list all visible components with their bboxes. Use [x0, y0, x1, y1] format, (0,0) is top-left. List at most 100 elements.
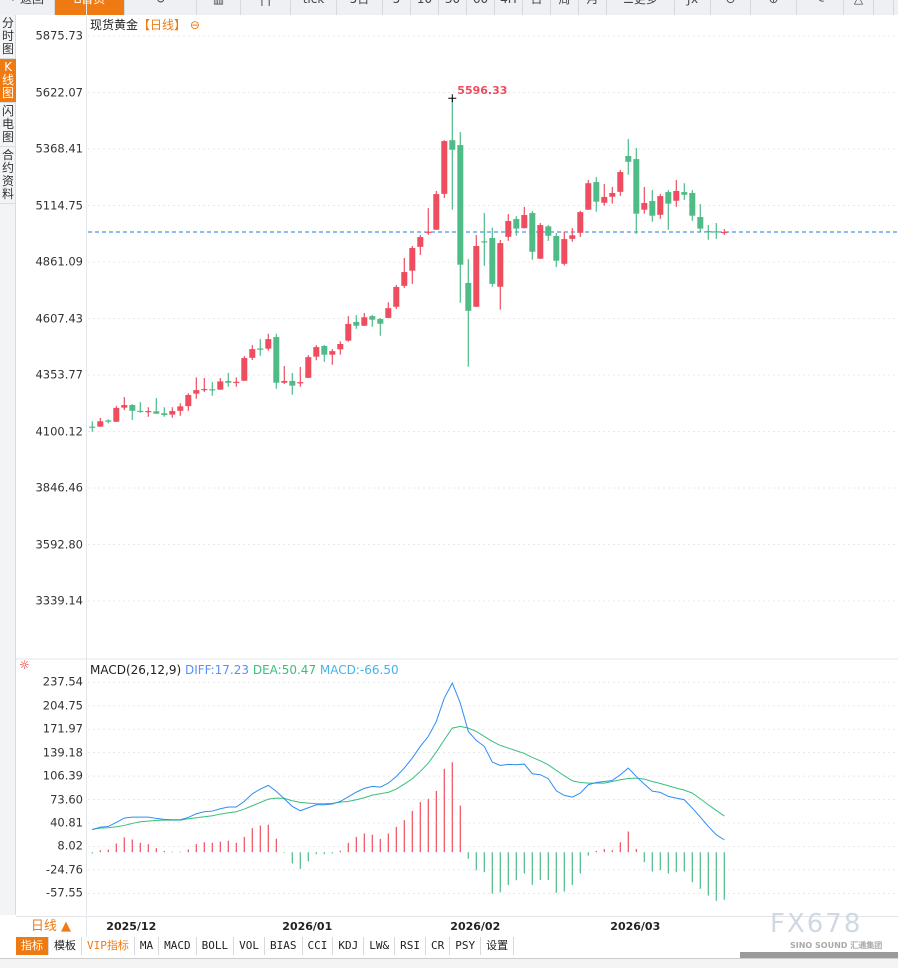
- candle-body: [473, 245, 480, 307]
- date-axis: 日线 ▲ 2025/12 2026/01 2026/02 2026/03: [16, 916, 898, 937]
- toolbar-button-label: 5日: [350, 0, 370, 5]
- indicator-tab-设置[interactable]: 设置: [481, 937, 515, 955]
- candle-body: [521, 215, 528, 229]
- price-tick-label: 4607.43: [35, 311, 83, 325]
- candle-body: [425, 231, 432, 233]
- indicator-tab-KDJ[interactable]: KDJ: [333, 937, 365, 955]
- toolbar-button-4[interactable]: ┿┿: [241, 0, 291, 15]
- toolbar-button-14[interactable]: 月: [579, 0, 607, 15]
- candle-body: [633, 159, 640, 214]
- candle-body: [113, 407, 120, 422]
- candle-body: [273, 337, 280, 383]
- top-toolbar: ↶返回 ⌂首页 ↻ ▥ ┿┿ tick 5日 5 10 30 60 4H 日 周 月 ☰更多 ƒx ⊖ ⊕ ✎ △: [0, 0, 898, 15]
- indicator-tab-BIAS[interactable]: BIAS: [265, 937, 303, 955]
- toolbar-button-6[interactable]: 5日: [337, 0, 383, 15]
- candle-body: [217, 381, 224, 390]
- sidebar-tab-2[interactable]: 闪电图: [0, 103, 16, 147]
- toolbar-button-10[interactable]: 60: [467, 0, 495, 15]
- toolbar-button-18[interactable]: ⊕: [751, 0, 797, 15]
- date-tick-label: 2026/03: [610, 920, 661, 933]
- toolbar-button-label: 30: [445, 0, 460, 5]
- candle-body: [617, 172, 624, 192]
- macd-legend: MACD(26,12,9) DIFF:17.23 DEA:50.47 MACD:…: [90, 663, 399, 677]
- candle-body: [449, 140, 456, 150]
- horizontal-scrollbar[interactable]: [740, 952, 898, 958]
- candle-body: [409, 247, 416, 271]
- toolbar-button-15[interactable]: ☰更多: [607, 0, 675, 15]
- candle-body: [353, 321, 360, 326]
- price-tick-label: 5368.41: [35, 141, 83, 156]
- toolbar-button-13[interactable]: 周: [551, 0, 579, 15]
- indicator-tab-MACD[interactable]: MACD: [159, 937, 197, 955]
- toolbar-button-20[interactable]: △: [844, 0, 874, 15]
- toolbar-button-16[interactable]: ƒx: [675, 0, 711, 15]
- toolbar-button-7[interactable]: 5: [383, 0, 411, 15]
- date-tick-label: 2026/02: [450, 920, 501, 933]
- candle-body: [281, 380, 288, 383]
- price-tick-label: 5875.73: [35, 28, 83, 43]
- candle-body: [705, 231, 712, 233]
- toolbar-button-5[interactable]: tick: [291, 0, 337, 15]
- candle-body: [689, 192, 696, 216]
- candle-body: [593, 182, 600, 202]
- collapse-icon[interactable]: ⊖: [189, 18, 200, 32]
- status-bar: [0, 958, 898, 968]
- candle-body: [305, 357, 312, 378]
- indicator-tab-CCI[interactable]: CCI: [302, 937, 334, 955]
- sidebar-tab-3[interactable]: 合约资料: [0, 147, 16, 204]
- period-selector[interactable]: 日线 ▲: [16, 917, 87, 937]
- candle-body: [545, 226, 552, 236]
- indicator-tab-VIP指标[interactable]: VIP指标: [82, 937, 135, 955]
- candle-body: [457, 145, 464, 265]
- candle-body: [249, 349, 256, 358]
- candle-body: [489, 237, 496, 284]
- toolbar-button-0[interactable]: ↶返回: [0, 0, 55, 15]
- toolbar-button-label: 10: [417, 0, 432, 5]
- candle-body: [641, 202, 648, 210]
- macd-tick-label: 171.97: [42, 721, 83, 736]
- macd-tick-label: 40.81: [50, 815, 83, 830]
- toolbar-button-12[interactable]: 日: [523, 0, 551, 15]
- candle-body: [497, 243, 504, 287]
- indicator-tab-LW&[interactable]: LW&: [364, 937, 396, 955]
- toolbar-button-11[interactable]: 4H: [495, 0, 523, 15]
- toolbar-button-3[interactable]: ▥: [197, 0, 241, 15]
- candle-body: [161, 413, 168, 416]
- candle-body: [681, 192, 688, 195]
- indicator-tab-模板[interactable]: 模板: [49, 937, 82, 955]
- toolbar-button-21[interactable]: [874, 0, 894, 15]
- toolbar-button-17[interactable]: ⊖: [711, 0, 751, 15]
- macd-tick-label: 8.02: [57, 838, 83, 853]
- sidebar-tab-1[interactable]: K线图: [0, 59, 16, 103]
- toolbar-button-label: ⊖: [725, 0, 735, 5]
- candle-body: [185, 394, 192, 407]
- price-tick-label: 3339.14: [35, 593, 83, 608]
- toolbar-button-9[interactable]: 30: [439, 0, 467, 15]
- macd-tick-label: 237.54: [42, 674, 83, 689]
- candle-body: [241, 358, 248, 381]
- indicator-tabs: 指标 模板 VIP指标 MA MACD BOLL VOL BIAS CCI KDJ LW& RSI CR…: [16, 937, 515, 955]
- indicator-tab-PSY[interactable]: PSY: [450, 937, 482, 955]
- indicator-tab-VOL[interactable]: VOL: [234, 937, 265, 955]
- sidebar-tab-0[interactable]: 分时图: [0, 15, 16, 59]
- indicator-tab-BOLL[interactable]: BOLL: [196, 937, 235, 955]
- toolbar-button-label: ↻: [155, 0, 165, 5]
- toolbar-button-19[interactable]: ✎: [797, 0, 844, 15]
- date-tick-label: 2025/12: [106, 920, 157, 933]
- chart-title: 现货黄金【日线】 ⊖: [90, 18, 200, 32]
- candle-body: [577, 212, 584, 233]
- toolbar-button-8[interactable]: 10: [411, 0, 439, 15]
- toolbar-button-label: tick: [303, 0, 325, 5]
- toolbar-button-1[interactable]: ⌂首页: [55, 0, 125, 15]
- toolbar-button-label: 月: [586, 0, 598, 5]
- settings-sun-icon[interactable]: ☼: [19, 658, 30, 672]
- indicator-tab-指标[interactable]: 指标: [16, 937, 49, 955]
- indicator-tab-CR[interactable]: CR: [426, 937, 451, 955]
- indicator-tab-MA[interactable]: MA: [134, 937, 160, 955]
- candle-body: [257, 348, 264, 350]
- indicator-tab-RSI[interactable]: RSI: [395, 937, 426, 955]
- candle-body: [345, 323, 352, 341]
- toolbar-button-2[interactable]: ↻: [125, 0, 197, 15]
- candle-body: [585, 183, 592, 210]
